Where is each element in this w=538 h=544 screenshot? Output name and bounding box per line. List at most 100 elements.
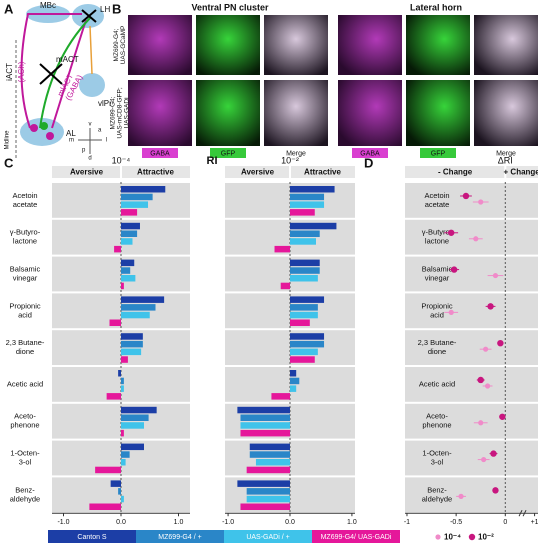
bar xyxy=(121,356,128,363)
micrograph xyxy=(196,15,260,75)
row-band xyxy=(405,330,538,365)
mact-path xyxy=(51,19,87,129)
category-label: lactone xyxy=(425,237,449,246)
bar xyxy=(121,406,157,414)
channel-tag xyxy=(352,148,388,158)
bar xyxy=(290,193,325,201)
dot xyxy=(483,346,489,352)
axis-label: m xyxy=(69,138,74,144)
row-band xyxy=(405,403,538,439)
category-label: Acetic acid xyxy=(419,379,455,388)
dot xyxy=(450,266,458,273)
bar xyxy=(290,209,315,216)
category-label: acetate xyxy=(425,200,450,209)
legend-label: 10⁻² xyxy=(478,533,494,542)
x-tick-label: 1.0 xyxy=(347,519,357,526)
bar xyxy=(249,451,290,458)
category-label: vinegar xyxy=(425,273,450,282)
micrograph xyxy=(264,15,328,75)
micrograph xyxy=(474,15,538,75)
dot xyxy=(481,456,487,463)
legend-swatch xyxy=(435,534,441,540)
x-tick-label: -1.0 xyxy=(222,519,234,526)
diagram: A MBc LH iACT (ACh) mACT mlACT (GABA) vl… xyxy=(4,1,112,161)
diagram-label: (ACh) xyxy=(17,61,26,82)
diagram-label: LH xyxy=(100,5,110,14)
diagram-label: iACT xyxy=(5,63,14,81)
bar xyxy=(121,209,138,216)
neuron xyxy=(40,122,48,130)
bar xyxy=(121,333,143,340)
micrograph xyxy=(406,15,470,75)
row-label: UAS-mCD8-GFP; xyxy=(117,87,124,138)
category-label: dione xyxy=(428,347,446,356)
iact-path xyxy=(20,13,82,129)
bar xyxy=(290,259,320,267)
bar xyxy=(271,393,290,400)
bar xyxy=(121,282,124,290)
header-box xyxy=(506,166,538,178)
category-label: acid xyxy=(18,310,32,319)
channel-tag xyxy=(210,148,246,158)
cut-mark xyxy=(39,63,63,85)
bar xyxy=(237,480,290,487)
category-label: dione xyxy=(16,347,34,356)
x-tick-label: 1.0 xyxy=(174,519,184,526)
category-label: Aceto- xyxy=(426,412,448,421)
bar xyxy=(290,267,320,274)
micrograph xyxy=(196,80,260,146)
dot xyxy=(490,450,497,457)
micrograph xyxy=(338,80,402,146)
dot xyxy=(473,236,479,242)
header-box xyxy=(405,166,505,178)
neuron xyxy=(30,124,38,132)
dot xyxy=(448,229,455,236)
bar xyxy=(106,393,121,400)
category-label: Balsamic xyxy=(10,264,41,273)
bar xyxy=(246,495,290,503)
bar xyxy=(240,503,290,510)
vlpr-shape xyxy=(79,73,105,97)
row-band xyxy=(405,256,538,292)
category-label: 2,3 Butane- xyxy=(418,338,457,347)
legend-label: 10⁻⁴ xyxy=(444,533,461,542)
x-tick-label: -0.5 xyxy=(450,519,462,526)
bar xyxy=(290,370,297,377)
category-label: γ-Butyro- xyxy=(10,228,41,237)
bar xyxy=(121,201,149,208)
category-label: γ-Butyro- xyxy=(422,228,453,237)
dot xyxy=(499,413,506,420)
dot xyxy=(478,420,484,426)
category-label: aldehyde xyxy=(422,494,452,503)
category-label: Propionic xyxy=(9,301,41,310)
panel-label: B xyxy=(112,1,121,16)
bar xyxy=(290,340,325,348)
pf-path xyxy=(89,25,93,75)
category-label: phenone xyxy=(10,421,39,430)
header-box xyxy=(225,166,289,178)
bar xyxy=(121,377,124,385)
al-shape xyxy=(20,118,64,146)
bar xyxy=(121,459,126,466)
diagram-label: AL xyxy=(66,129,76,138)
bar xyxy=(121,385,124,392)
bar xyxy=(121,304,156,311)
diagram-label: Midline xyxy=(5,130,11,150)
header-label: Attractive xyxy=(137,168,174,177)
bar xyxy=(121,230,138,237)
dot xyxy=(484,383,491,389)
bar xyxy=(121,275,136,282)
channel-label: Merge xyxy=(286,150,306,157)
mlact-path xyxy=(39,17,91,129)
channel-label: GABA xyxy=(150,150,170,157)
category-label: Benz- xyxy=(15,485,35,494)
x-tick-label: 0.0 xyxy=(116,519,126,526)
bar xyxy=(290,385,297,392)
category-label: aldehyde xyxy=(10,494,40,503)
bar xyxy=(121,443,144,451)
bar xyxy=(121,193,153,201)
bar xyxy=(121,296,165,303)
bar xyxy=(121,238,133,245)
legend-swatch xyxy=(136,530,224,543)
